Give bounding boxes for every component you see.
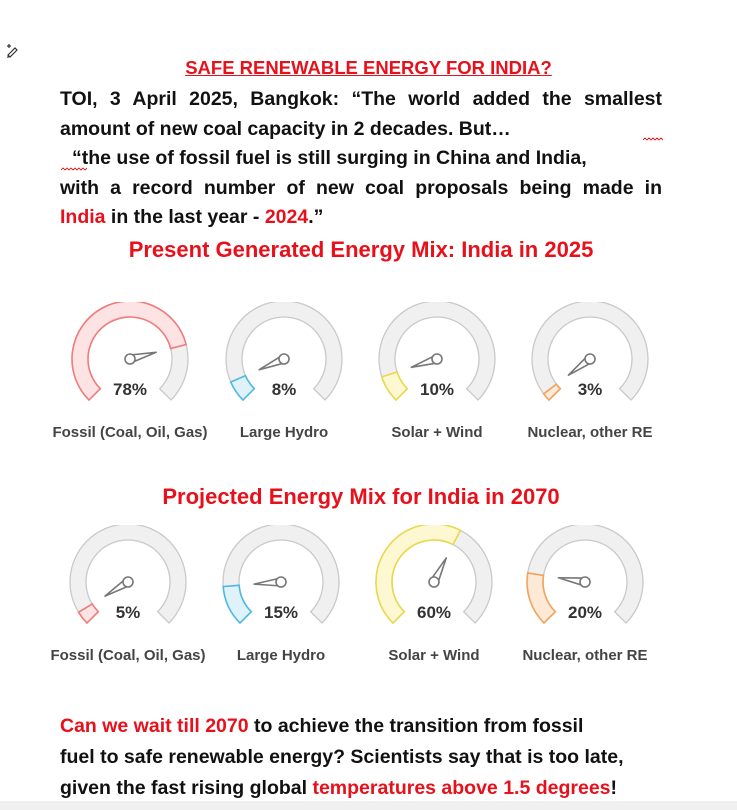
gauge-value-arc — [375, 525, 462, 625]
intro-year: 2024 — [264, 206, 309, 228]
gauge-needle-hub — [124, 353, 136, 365]
closing-question-highlight: Can we wait till 2070 — [60, 715, 249, 737]
present-mix-heading: Present Generated Energy Mix: India in 2… — [128, 237, 594, 262]
gauge-dial — [69, 525, 187, 625]
gauge-nuclear-2070: 20% Nuclear, other RE — [520, 525, 650, 695]
gauge-track — [526, 525, 644, 624]
gauge-dial — [375, 525, 493, 625]
gauge-value: 78% — [112, 380, 148, 399]
intro-line-2: amount of new coal capacity in 2 decades… — [60, 117, 511, 140]
intro-line-5: India in the last year - 2024.” — [60, 203, 662, 233]
gauge-track — [378, 302, 496, 401]
gauge-needle-hub — [584, 353, 596, 365]
page-title: SAFE RENEWABLE ENERGY FOR INDIA? — [185, 57, 552, 78]
gauge-value-arc — [380, 370, 409, 402]
closing-paragraph: Can we wait till 2070 to achieve the tra… — [60, 711, 680, 804]
intro-paragraph: TOI, 3 April 2025, Bangkok: “The world a… — [60, 85, 662, 233]
gauge-hydro-2070: 15% Large Hydro — [216, 525, 346, 695]
gauge-needle-hub — [428, 576, 440, 588]
pen-edit-icon — [4, 42, 22, 60]
closing-line-3: given the fast rising global temperature… — [60, 773, 680, 804]
gauge-fossil-2070: 5% Fossil (Coal, Oil, Gas) — [50, 525, 206, 695]
spellcheck-squiggle — [643, 137, 663, 141]
intro-line-3: “the use of fossil fuel is still surging… — [72, 147, 587, 169]
gauge-value-arc — [222, 584, 253, 625]
gauge-fossil-2025: 78% Fossil (Coal, Oil, Gas) — [52, 302, 208, 472]
gauge-track — [222, 525, 340, 624]
spellcheck-squiggle — [61, 167, 87, 171]
projected-mix-heading: Projected Energy Mix for India in 2070 — [162, 484, 560, 509]
gauge-value-arc — [77, 602, 100, 625]
gauge-label: Solar + Wind — [388, 647, 480, 664]
gauge-solar-wind-2025: 10% Solar + Wind — [372, 302, 502, 472]
gauge-label: Fossil (Coal, Oil, Gas) — [52, 424, 208, 441]
gauge-solar-wind-2070: 60% Solar + Wind — [369, 525, 499, 695]
closing-temperature-highlight: temperatures above 1.5 degrees — [312, 777, 611, 799]
page-bottom-strip — [0, 801, 737, 810]
gauge-track — [69, 525, 187, 624]
gauge-label: Fossil (Coal, Oil, Gas) — [50, 647, 206, 664]
gauge-value: 8% — [271, 380, 297, 399]
gauge-label: Solar + Wind — [391, 424, 483, 441]
closing-line-3-end: ! — [610, 777, 618, 799]
gauge-value: 15% — [263, 603, 299, 622]
gauge-value-arc — [229, 374, 256, 402]
intro-line-1: TOI, 3 April 2025, Bangkok: “The world a… — [60, 88, 662, 110]
gauge-track — [225, 302, 343, 401]
intro-country: India — [60, 206, 106, 228]
gauge-needle-hub — [275, 576, 287, 588]
gauge-value: 5% — [115, 603, 141, 622]
gauge-label: Nuclear, other RE — [527, 424, 653, 441]
gauge-needle-hub — [579, 576, 591, 588]
closing-line-2: fuel to safe renewable energy? Scientist… — [60, 746, 624, 768]
intro-line-4: with a record number of new coal proposa… — [60, 176, 662, 199]
gauge-value-arc — [71, 302, 188, 402]
gauge-value: 20% — [567, 603, 603, 622]
gauge-dial — [531, 302, 649, 402]
gauge-label: Nuclear, other RE — [522, 647, 648, 664]
gauge-value: 10% — [419, 380, 455, 399]
gauge-value: 60% — [416, 603, 452, 622]
intro-end: .” — [308, 206, 324, 228]
gauge-nuclear-2025: 3% Nuclear, other RE — [525, 302, 655, 472]
gauge-needle-hub — [431, 353, 443, 365]
gauge-needle-hub — [278, 353, 290, 365]
closing-line-1: Can we wait till 2070 to achieve the tra… — [60, 711, 680, 742]
gauge-value: 3% — [577, 380, 603, 399]
closing-line-3-start: given the fast rising global — [60, 777, 313, 799]
gauge-hydro-2025: 8% Large Hydro — [219, 302, 349, 472]
gauge-dial — [71, 302, 189, 402]
gauge-dial — [222, 525, 340, 625]
closing-question-rest: to achieve the transition from fossil — [248, 715, 584, 737]
gauge-track — [531, 302, 649, 401]
gauge-label: Large Hydro — [239, 424, 329, 441]
gauge-dial — [378, 302, 496, 402]
gauge-dial — [526, 525, 644, 625]
gauge-dial — [225, 302, 343, 402]
gauge-label: Large Hydro — [236, 647, 326, 664]
gauge-needle-hub — [122, 576, 134, 588]
gauge-value-arc — [542, 383, 562, 402]
gauge-value-arc — [526, 572, 557, 625]
intro-mid: in the last year - — [105, 206, 265, 228]
